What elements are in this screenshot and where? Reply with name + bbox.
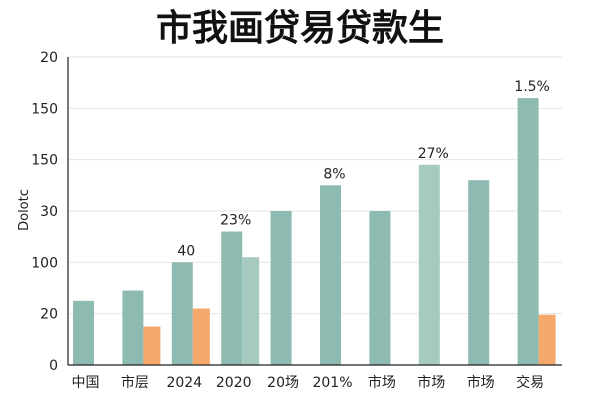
bar-primary [517,98,539,366]
y-tick-label: 150 [31,101,58,117]
bar-primary [221,231,243,365]
chart-title: 市我画贷易贷款生 [156,8,444,49]
y-tick-label: 30 [40,204,58,220]
x-tick-label: 交易 [516,374,544,391]
data-label: 8% [323,166,345,182]
bar-primary [171,262,193,365]
bar-primary [270,211,292,365]
y-tick-label: 150 [31,153,58,169]
bar-secondary [143,326,161,365]
bar-primary [320,185,341,365]
x-tick-label: 20场 [267,375,299,391]
axes: 0 20 100 30 150 150 20 中国 市层 2024 2020 20场 201% 市场 市场 市… [31,50,562,391]
bar-primary [122,290,144,365]
bar-secondary [242,257,260,365]
y-tick-label: 20 [40,307,58,323]
data-label: 40 [177,243,195,259]
data-label: 23% [220,213,251,229]
x-tick-label: 中国 [72,375,100,391]
y-tick-label: 0 [49,358,58,374]
x-tick-label: 市层 [121,374,149,391]
y-tick-label: 100 [31,255,58,271]
bar-primary [73,300,94,365]
bars [73,98,556,366]
y-axis-label: Dolotc [17,189,32,231]
bar-secondary [192,308,210,365]
x-tick-label: 市场 [467,374,495,391]
data-labels: 40 23% 8% 27% 1.5% [177,79,550,259]
y-tick-label: 20 [40,50,58,66]
x-tick-label: 201% [312,375,352,391]
data-label: 1.5% [514,79,550,95]
x-tick-label: 市场 [417,374,445,391]
bar-secondary [538,314,556,365]
x-tick-label: 市场 [368,374,396,391]
x-tick-label: 2020 [216,375,252,391]
data-label: 27% [418,146,449,162]
x-tick-label: 2024 [166,375,202,391]
bar-primary [369,211,391,365]
bar-primary [418,164,440,365]
bar-primary [468,180,490,365]
